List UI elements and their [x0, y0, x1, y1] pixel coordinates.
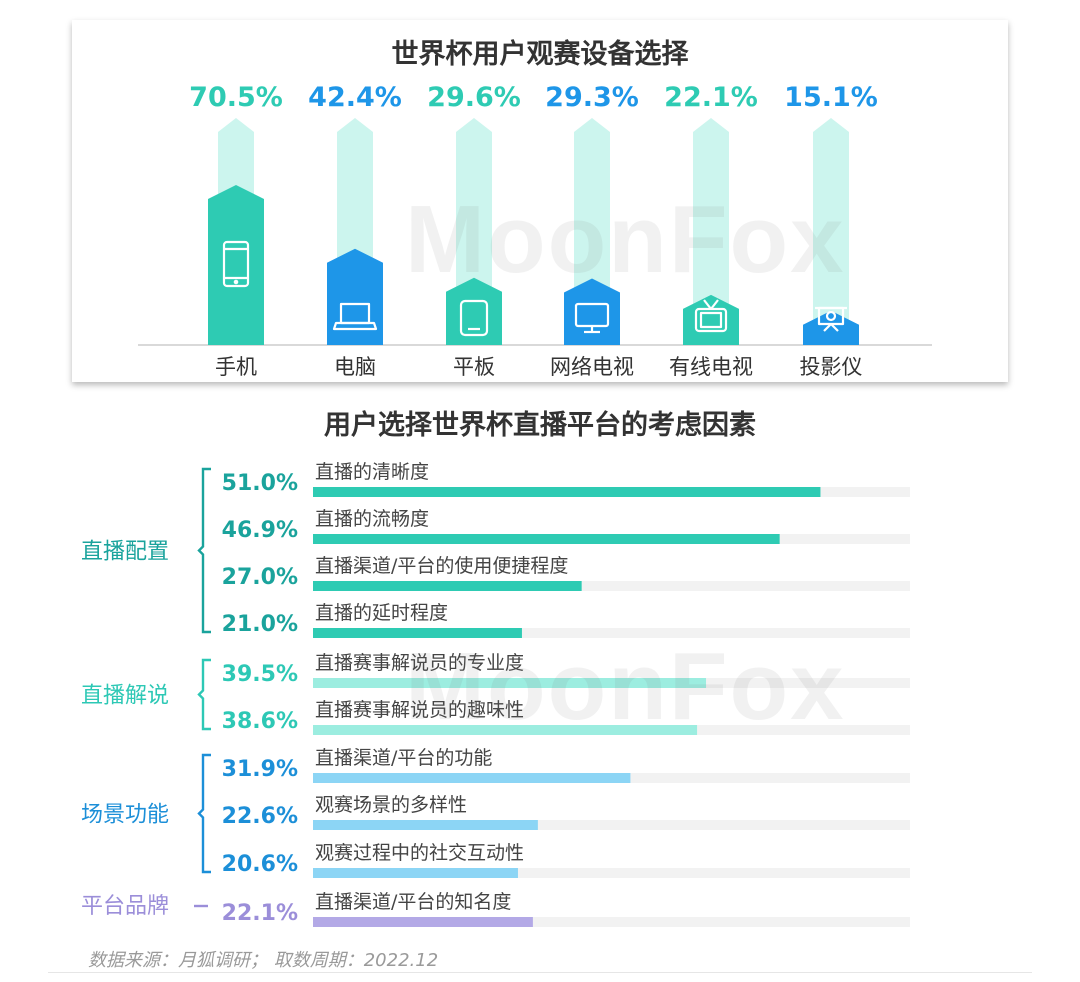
bar-track [313, 628, 910, 638]
factor-bar [313, 581, 582, 591]
group-label: 直播配置 [81, 540, 169, 565]
value-label: 29.3% [545, 82, 639, 113]
device-chart-title: 世界杯用户观赛设备选择 [391, 39, 689, 70]
factor-bar [313, 868, 518, 878]
bar-电脑 [327, 248, 383, 345]
data-source-footer: 数据来源：月狐调研； 取数周期：2022.12 [88, 950, 439, 971]
bar-有线电视 [683, 294, 739, 345]
value-label: 15.1% [784, 82, 878, 113]
group-label: 场景功能 [81, 803, 169, 828]
factor-bar [313, 725, 698, 735]
value-label: 42.4% [308, 82, 402, 113]
factor-label: 观赛过程中的社交互动性 [315, 842, 524, 864]
value-label: 21.0% [222, 612, 298, 637]
tv-icon [694, 299, 728, 333]
factor-bar [313, 534, 780, 544]
value-label: 22.6% [222, 804, 298, 829]
value-label: 29.6% [427, 82, 521, 113]
bar-track [313, 868, 910, 878]
category-label: 手机 [215, 355, 257, 379]
factor-bar-chart: 直播的清晰度 51.0% 直播的流畅度 46.9% 直播渠道/平台的使用便捷程度 27.0… [81, 461, 910, 927]
factor-label: 直播赛事解说员的趣味性 [315, 699, 524, 721]
value-label: 20.6% [222, 852, 298, 877]
factor-label: 直播的流畅度 [315, 508, 429, 530]
group-label: 直播解说 [81, 684, 169, 709]
value-label: 46.9% [222, 518, 298, 543]
factor-label: 直播赛事解说员的专业度 [315, 652, 524, 674]
category-label: 投影仪 [800, 355, 863, 379]
factor-label: 直播的清晰度 [315, 461, 429, 483]
bar-手机 [208, 184, 264, 345]
bar-网络电视 [564, 278, 620, 345]
group-label: 平台品牌 [81, 894, 169, 919]
bar-track [313, 820, 910, 830]
value-label: 70.5% [189, 82, 283, 113]
factor-bar [313, 678, 707, 688]
group-bracket [197, 658, 211, 731]
tablet-icon [459, 299, 489, 337]
factor-bar [313, 628, 522, 638]
group-bracket [197, 753, 211, 874]
device-bar-chart: 70.5% 手机 42.4% 电脑 29.6% 平板 29.3% 网络电视 22.1% 有线电视 1… [138, 82, 932, 379]
bar-track [313, 917, 910, 927]
factor-bar [313, 820, 538, 830]
bar-track [693, 118, 729, 345]
value-label: 22.1% [222, 901, 298, 926]
factor-chart-title: 用户选择世界杯直播平台的考虑因素 [324, 410, 756, 441]
value-label: 39.5% [222, 662, 298, 687]
monitor-icon [574, 302, 610, 334]
value-label: 31.9% [222, 757, 298, 782]
factor-label: 直播渠道/平台的使用便捷程度 [315, 555, 568, 577]
factor-label: 直播渠道/平台的功能 [315, 747, 492, 769]
factor-label: 直播的延时程度 [315, 602, 448, 624]
value-label: 51.0% [222, 471, 298, 496]
bar-track [813, 118, 849, 345]
value-label: 22.1% [664, 82, 758, 113]
phone-icon [222, 240, 250, 288]
category-label: 电脑 [334, 355, 376, 379]
value-label: 27.0% [222, 565, 298, 590]
factor-label: 观赛场景的多样性 [315, 794, 467, 816]
category-label: 网络电视 [550, 355, 634, 379]
factor-bar [313, 773, 631, 783]
bar-track [313, 581, 910, 591]
category-label: 有线电视 [669, 355, 753, 379]
bar-投影仪 [803, 310, 859, 345]
footer-divider [48, 972, 1032, 973]
group-bracket [197, 467, 211, 634]
factor-bar [313, 917, 533, 927]
factor-bar [313, 487, 821, 497]
factor-label: 直播渠道/平台的知名度 [315, 891, 511, 913]
projector-icon [815, 306, 847, 332]
laptop-icon [332, 302, 378, 331]
value-label: 38.6% [222, 709, 298, 734]
category-label: 平板 [453, 355, 495, 379]
